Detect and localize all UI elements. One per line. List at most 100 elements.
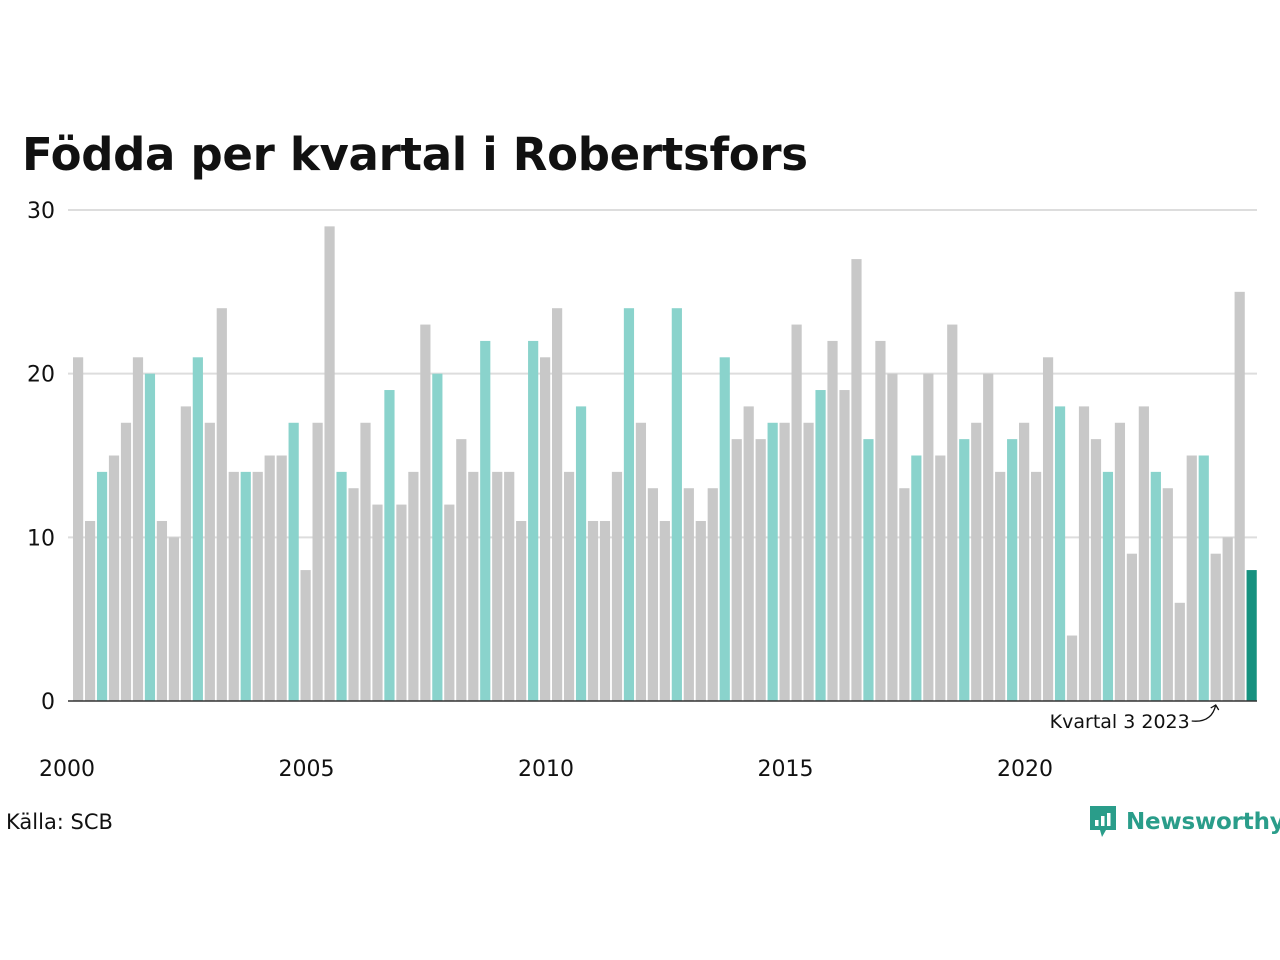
- bar: [204, 422, 215, 701]
- bar: [1019, 422, 1030, 701]
- bar: [1210, 553, 1221, 701]
- bar: [875, 340, 886, 701]
- bar: [911, 455, 922, 701]
- bar: [348, 488, 359, 701]
- y-tick-label: 0: [41, 690, 55, 715]
- bar: [384, 390, 395, 701]
- bar: [180, 406, 191, 701]
- bar: [528, 340, 539, 701]
- chart-title: Födda per kvartal i Robertsfors: [22, 128, 808, 181]
- bar: [935, 455, 946, 701]
- bar: [516, 520, 527, 701]
- bar: [480, 340, 491, 701]
- bar: [791, 324, 802, 701]
- bar: [719, 357, 730, 701]
- bar: [647, 488, 658, 701]
- bar: [432, 373, 443, 701]
- bar: [84, 520, 96, 701]
- bar: [851, 259, 862, 701]
- bar: [1054, 406, 1066, 701]
- brand-name: Newsworthy: [1126, 809, 1280, 835]
- bar: [1031, 471, 1042, 701]
- bar: [108, 455, 120, 701]
- y-tick-label: 10: [27, 526, 55, 551]
- bar: [168, 537, 179, 701]
- bar: [156, 520, 168, 701]
- bar: [635, 422, 647, 701]
- bar: [1102, 471, 1114, 701]
- bar: [1186, 455, 1197, 701]
- bar: [1066, 635, 1078, 701]
- bar: [504, 471, 515, 701]
- bars: [73, 226, 1257, 701]
- bar: [1138, 406, 1149, 701]
- bar: [971, 422, 982, 701]
- bar: [360, 422, 371, 701]
- bar: [300, 570, 311, 701]
- bar: [695, 520, 706, 701]
- bar: [444, 504, 455, 701]
- x-tick-label: 2010: [518, 757, 574, 782]
- x-tick-label: 2015: [758, 757, 814, 782]
- bar: [563, 471, 575, 701]
- bar: [96, 471, 108, 701]
- bar: [132, 357, 144, 701]
- bar: [995, 471, 1006, 701]
- bar-latest: [1246, 570, 1257, 701]
- x-tick-label: 2005: [279, 757, 335, 782]
- bar: [552, 308, 563, 701]
- source-label: Källa: SCB: [6, 810, 113, 834]
- newsworthy-logo-icon: [1090, 806, 1116, 837]
- bar: [947, 324, 958, 701]
- bar: [959, 439, 970, 701]
- bar: [623, 308, 635, 701]
- bar: [1090, 439, 1102, 701]
- bar: [599, 520, 611, 701]
- bar: [779, 422, 790, 701]
- y-tick-label: 30: [27, 199, 55, 224]
- bar: [1234, 291, 1245, 701]
- bar: [1222, 537, 1233, 701]
- bar: [120, 422, 132, 701]
- bar: [73, 357, 84, 701]
- bar: [276, 455, 287, 701]
- bar: [767, 422, 778, 701]
- bar: [755, 439, 766, 701]
- bar: [575, 406, 587, 701]
- brand-logo: Newsworthy: [1088, 804, 1280, 840]
- bar: [683, 488, 694, 701]
- x-tick-label: 2000: [39, 757, 95, 782]
- bar: [216, 308, 227, 701]
- bar: [540, 357, 551, 701]
- bar: [420, 324, 431, 701]
- bar: [1078, 406, 1090, 701]
- y-tick-label: 20: [27, 363, 55, 388]
- bar: [887, 373, 898, 701]
- bar: [1126, 553, 1137, 701]
- bar: [1150, 471, 1161, 701]
- bar: [228, 471, 239, 701]
- bar: [240, 471, 251, 701]
- bar: [611, 471, 623, 701]
- bar: [659, 520, 670, 701]
- bar: [1007, 439, 1018, 701]
- y-tick-labels: 0 10 20 30: [27, 199, 55, 715]
- bar: [1174, 602, 1185, 701]
- bar: [899, 488, 910, 701]
- bar: [144, 373, 156, 701]
- bar: [815, 390, 826, 701]
- x-tick-label: 2020: [997, 757, 1053, 782]
- bar: [731, 439, 742, 701]
- bar: [839, 390, 850, 701]
- bar: [372, 504, 383, 701]
- bar-chart: 0 10 20 30 2000 2005 2010 2015 2020 Kvartal 3 2…: [27, 199, 1257, 782]
- bar: [923, 373, 934, 701]
- bar: [803, 422, 814, 701]
- bar: [192, 357, 203, 701]
- bar: [587, 520, 599, 701]
- bar: [408, 471, 419, 701]
- bar: [396, 504, 407, 701]
- x-tick-labels: 2000 2005 2010 2015 2020: [39, 757, 1053, 782]
- bar: [1162, 488, 1173, 701]
- annotation-label: Kvartal 3 2023: [1050, 711, 1190, 733]
